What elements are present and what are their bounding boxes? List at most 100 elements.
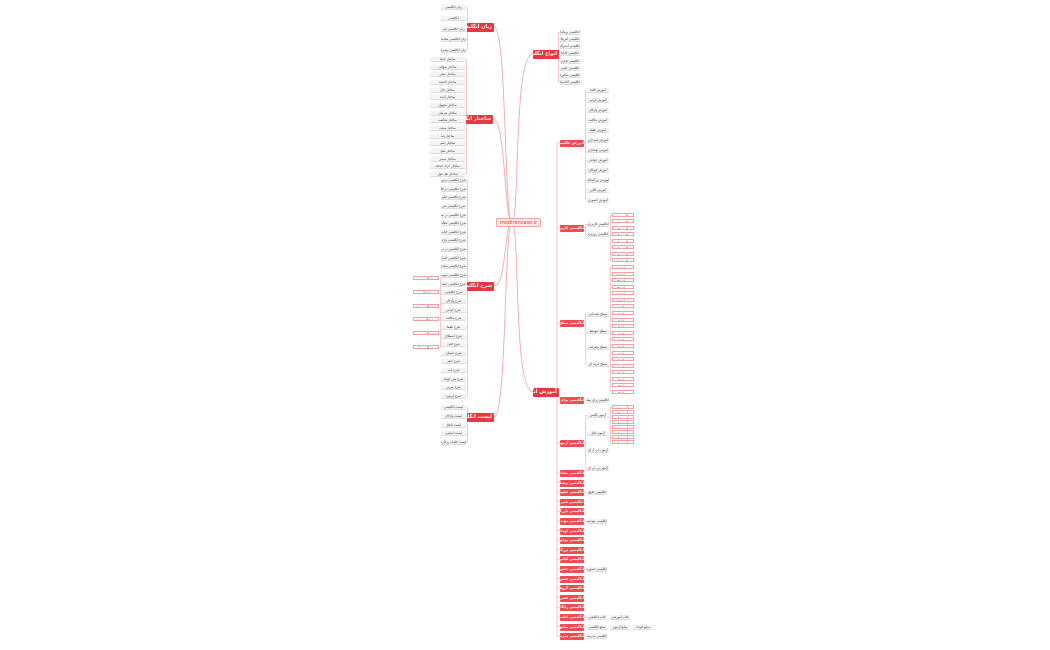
leaf-node[interactable]: ساختار فعل xyxy=(430,149,465,154)
sub-branch-node[interactable]: انگلیسی کاربردی xyxy=(560,225,584,232)
sub-branch-node[interactable]: انگلیسی بزرگسالان xyxy=(560,546,584,554)
leaf-node[interactable]: شرح انگلیسی متوسط xyxy=(413,331,439,336)
leaf-node[interactable]: آزمون پی تی ای xyxy=(587,466,609,471)
sub-branch-node[interactable]: انگلیسی حضوری xyxy=(560,566,584,573)
branch-node[interactable]: آموزش انگلیسی xyxy=(533,388,559,397)
leaf-node[interactable]: لیست کلمات پرکاربرد xyxy=(441,440,466,445)
leaf-node[interactable]: شرح انگلیسی پیشرفته xyxy=(413,276,439,280)
sub-branch-node[interactable]: آموزش انگلیسی xyxy=(560,140,584,147)
sub-branch-node[interactable]: انگلیسی خصوصی xyxy=(560,575,584,583)
leaf-node[interactable]: ساختار مقایسه xyxy=(430,118,465,124)
leaf-node[interactable]: ساختار مجهول xyxy=(430,103,465,108)
leaf-node[interactable]: شرح انگلیسی نمونه xyxy=(441,273,466,279)
leaf-node[interactable]: ساختار قید xyxy=(430,133,465,139)
leaf-node[interactable]: آموزش خواندن xyxy=(587,158,609,163)
leaf-node[interactable]: لیست افعال xyxy=(441,422,466,428)
leaf-node[interactable]: ساختار نقل قول xyxy=(430,172,465,177)
leaf-node[interactable]: کاربرد ۱ xyxy=(612,213,634,217)
leaf-node[interactable]: شرح انگلیسی ساده xyxy=(441,264,466,270)
leaf-node[interactable]: انگلیسی محاوره xyxy=(560,72,580,78)
leaf-node[interactable]: انگلیسی مهندسی xyxy=(587,519,607,524)
sub-branch-node[interactable]: انگلیسی گروهی xyxy=(560,585,584,593)
leaf-node[interactable]: شرح تمرین xyxy=(441,385,466,391)
leaf-node[interactable]: آموزش گرامر xyxy=(587,98,609,103)
leaf-node[interactable]: سطح ۷ xyxy=(612,343,634,348)
branch-node[interactable]: ساختار انگلیسی xyxy=(466,115,493,124)
leaf-node[interactable]: شرح متن کوتاه xyxy=(441,376,466,382)
leaf-node[interactable]: انگلیسی مدرسه xyxy=(587,634,607,640)
leaf-node[interactable]: سطح ۲ xyxy=(612,311,634,316)
leaf-node[interactable]: آزمون ۲ xyxy=(612,410,634,414)
sub-branch-node[interactable]: انگلیسی مدرسه xyxy=(560,633,584,641)
leaf-node[interactable]: سطح ۱۳ xyxy=(612,383,634,388)
leaf-node[interactable]: زبان انگلیسی پیشرفته xyxy=(441,48,466,53)
branch-node[interactable]: شرح انگلیسی xyxy=(467,282,494,291)
leaf-node[interactable]: آزمون آیلتس xyxy=(587,413,609,418)
leaf-node[interactable]: انگلیسی علمی xyxy=(560,65,580,71)
branch-node[interactable]: لیست انگلیسی xyxy=(467,413,494,422)
leaf-node[interactable]: شرح نامه xyxy=(441,368,466,374)
leaf-node[interactable]: آزمون ۴ xyxy=(612,420,634,424)
sub-branch-node[interactable]: انگلیسی رایگان xyxy=(560,604,584,612)
leaf-node[interactable]: شرح انگلیسی درس xyxy=(441,178,466,183)
leaf-node[interactable]: انگلیسی حقوق xyxy=(587,490,607,496)
leaf-node[interactable]: آموزش واژگان xyxy=(587,108,609,113)
leaf-node[interactable]: کتاب انگلیسی xyxy=(587,615,607,620)
leaf-node[interactable]: شرح انگلیسی واژه xyxy=(441,238,466,244)
leaf-node[interactable]: شرح انگلیسی جمله xyxy=(441,281,466,287)
leaf-node[interactable]: زبان انگلیسی xyxy=(441,5,466,10)
leaf-node[interactable]: زبان انگلیسی مقدماتی xyxy=(441,37,466,43)
leaf-node[interactable]: شرح انگلیسی آزمون xyxy=(413,345,439,349)
leaf-node[interactable]: منابع کودک xyxy=(633,624,653,630)
leaf-node[interactable]: کاربرد ۷ xyxy=(612,251,634,256)
leaf-node[interactable]: شرح انگلیسی در درس xyxy=(441,247,466,253)
leaf-node[interactable]: شرح انگلیسی در تصویر xyxy=(441,212,466,218)
leaf-node[interactable]: سطح ۳ xyxy=(612,317,634,322)
leaf-node[interactable]: آموزش تلفظ xyxy=(587,128,609,133)
leaf-node[interactable]: ساختار سوالی xyxy=(430,64,465,70)
leaf-node[interactable]: انگلیسی روزمره xyxy=(587,232,609,237)
leaf-node[interactable]: سطح ۱ xyxy=(612,304,634,309)
sub-branch-node[interactable]: انگلیسی فنی xyxy=(560,498,584,506)
leaf-node[interactable]: سطح ۵ xyxy=(612,330,634,335)
leaf-node[interactable]: سطح A2 xyxy=(612,271,634,276)
leaf-node[interactable]: منابع آزمون xyxy=(610,624,630,630)
leaf-node[interactable]: لیست واژگان xyxy=(441,413,466,419)
leaf-node[interactable]: شرح انگلیسی xyxy=(413,289,439,294)
leaf-node[interactable]: کاربرد ۴ xyxy=(612,232,634,237)
leaf-node[interactable]: انگلیسی xyxy=(441,15,466,21)
leaf-node[interactable]: آموزش نوشتاری xyxy=(587,148,609,153)
leaf-node[interactable]: زبان انگلیسی پایه xyxy=(441,26,466,32)
leaf-node[interactable]: شرح آزمون xyxy=(441,394,466,399)
leaf-node[interactable]: ساختار شرطی xyxy=(430,110,465,116)
leaf-node[interactable]: سطح ۱۲ xyxy=(612,376,634,381)
leaf-node[interactable]: آموزش الفبا xyxy=(587,88,609,93)
leaf-node[interactable]: آزمون ۸ xyxy=(612,440,634,444)
leaf-node[interactable]: شرح انگلیسی در کلاس xyxy=(441,186,466,192)
leaf-node[interactable]: شرح انگلیسی مقاله xyxy=(441,221,466,227)
leaf-node[interactable]: آموزش شنیداری xyxy=(587,138,609,143)
leaf-node[interactable]: لیست انگلیسی xyxy=(441,405,466,410)
leaf-node[interactable]: سطح B1 xyxy=(612,278,634,283)
center-node[interactable]: modirencase.ir xyxy=(496,218,542,227)
leaf-node[interactable]: شرح انگلیسی فیلم xyxy=(441,195,466,201)
sub-branch-node[interactable]: انگلیسی کتاب xyxy=(560,614,584,621)
sub-branch-node[interactable]: انگلیسی منابع xyxy=(560,623,584,631)
leaf-node[interactable]: شرح داستان xyxy=(441,350,466,356)
leaf-node[interactable]: سطح ۸ xyxy=(612,350,634,355)
leaf-node[interactable]: انگلیسی آکادمیک xyxy=(560,80,580,85)
leaf-node[interactable]: آزمون ۶ xyxy=(612,430,634,434)
leaf-node[interactable]: آموزش حضوری xyxy=(587,198,609,203)
sub-branch-node[interactable]: انگلیسی برای سفر xyxy=(560,397,584,404)
sub-branch-node[interactable]: انگلیسی بازرگانی xyxy=(560,508,584,516)
branch-node[interactable]: زبان انگلیسی xyxy=(467,23,494,32)
leaf-node[interactable]: آزمون تافل xyxy=(587,430,609,436)
leaf-node[interactable]: سطح ۹ xyxy=(612,357,634,362)
leaf-node[interactable]: شرح گرامر xyxy=(441,307,466,313)
leaf-node[interactable]: ساختار جمله xyxy=(430,57,465,62)
leaf-node[interactable]: لیست اسامی xyxy=(441,431,466,437)
leaf-node[interactable]: آموزش آنلاین xyxy=(587,188,609,193)
leaf-node[interactable]: سطح C2 xyxy=(612,297,634,302)
leaf-node[interactable]: سطح ۶ xyxy=(612,337,634,342)
sub-branch-node[interactable]: انگلیسی مشاغل xyxy=(560,470,584,477)
